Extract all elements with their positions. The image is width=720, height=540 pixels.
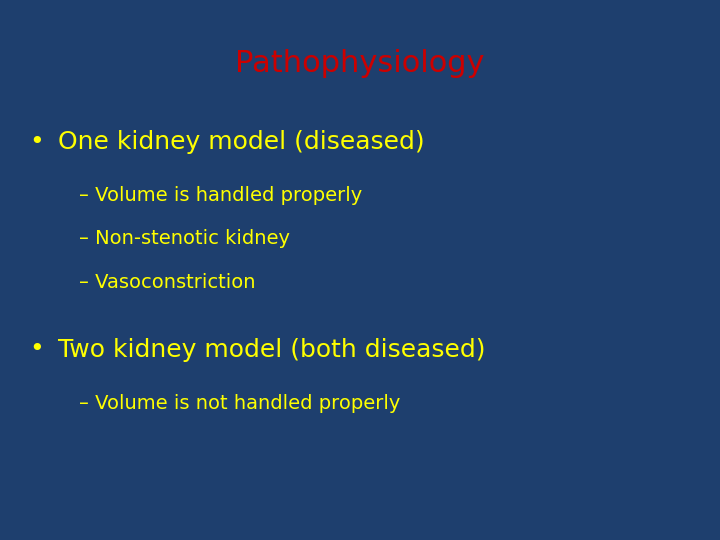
Text: •: •	[29, 338, 43, 361]
Text: – Volume is not handled properly: – Volume is not handled properly	[79, 394, 400, 413]
Text: – Non-stenotic kidney: – Non-stenotic kidney	[79, 230, 290, 248]
Text: •: •	[29, 130, 43, 153]
Text: – Volume is handled properly: – Volume is handled properly	[79, 186, 362, 205]
Text: Two kidney model (both diseased): Two kidney model (both diseased)	[58, 338, 485, 361]
Text: – Vasoconstriction: – Vasoconstriction	[79, 273, 256, 292]
Text: One kidney model (diseased): One kidney model (diseased)	[58, 130, 424, 153]
Text: Pathophysiology: Pathophysiology	[235, 49, 485, 78]
